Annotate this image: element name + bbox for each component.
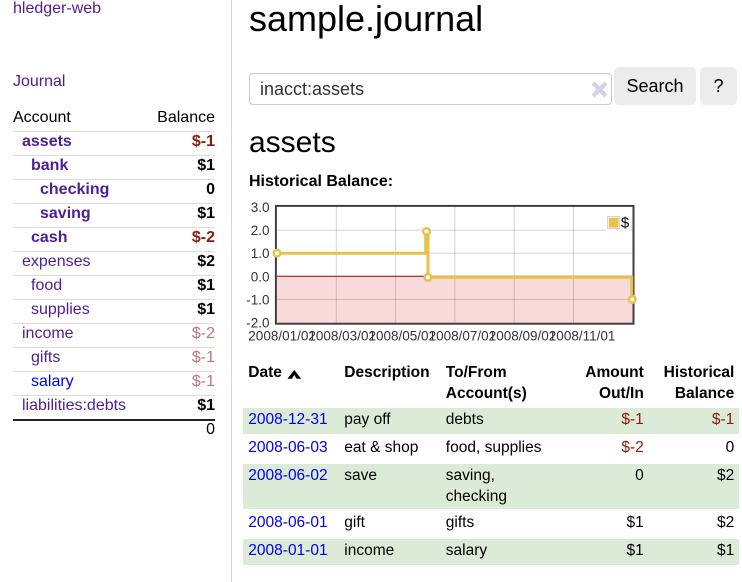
svg-text:1.0: 1.0 [251, 246, 270, 261]
svg-text:2008/01/01: 2008/01/01 [248, 329, 316, 344]
svg-text:2008/11/01: 2008/11/01 [549, 329, 616, 344]
svg-text:2008/07/01: 2008/07/01 [429, 329, 497, 344]
svg-text:-1.0: -1.0 [246, 292, 269, 307]
svg-text:2008/09/01: 2008/09/01 [489, 329, 557, 344]
svg-text:$: $ [621, 215, 630, 232]
svg-text:2.0: 2.0 [251, 223, 270, 238]
svg-text:3.0: 3.0 [251, 200, 270, 215]
svg-text:-2.0: -2.0 [246, 316, 269, 331]
svg-text:2008/05/01: 2008/05/01 [369, 329, 437, 344]
svg-text:0.0: 0.0 [251, 269, 270, 284]
svg-text:2008/03/01: 2008/03/01 [308, 329, 376, 344]
